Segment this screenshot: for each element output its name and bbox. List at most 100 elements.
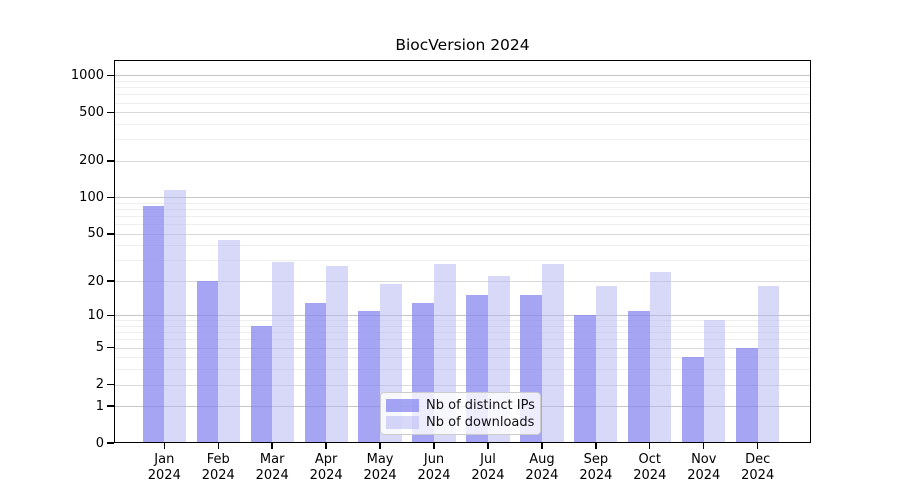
y-tick-1000 bbox=[107, 74, 114, 77]
y-tick-label-0: 0 bbox=[95, 435, 104, 451]
y-tick-5 bbox=[107, 346, 114, 349]
x-tick-label-nov: Nov 2024 bbox=[687, 452, 721, 483]
bar-nb-of-distinct-ips-oct bbox=[628, 310, 650, 443]
gridline-minor-300 bbox=[114, 139, 811, 141]
y-tick-label-500: 500 bbox=[79, 104, 104, 120]
x-tick-jan bbox=[163, 443, 165, 449]
y-tick-0 bbox=[107, 442, 114, 444]
y-tick-label-5: 5 bbox=[95, 340, 104, 356]
gridline-minor-70 bbox=[114, 216, 811, 218]
plot-area bbox=[114, 60, 811, 443]
gridline-major-200 bbox=[114, 160, 811, 162]
y-tick-500 bbox=[107, 111, 114, 113]
bar-nb-of-distinct-ips-apr bbox=[304, 302, 327, 443]
x-tick-feb bbox=[217, 443, 219, 449]
gridline-minor-60 bbox=[114, 224, 811, 226]
bar-nb-of-downloads-jan bbox=[164, 190, 186, 443]
bar-nb-of-distinct-ips-feb bbox=[196, 281, 219, 443]
legend-entry-distinct-ips: Nb of distinct IPs bbox=[386, 398, 535, 413]
gridline-minor-600 bbox=[114, 102, 811, 104]
x-tick-mar bbox=[271, 443, 273, 449]
y-tick-label-1000: 1000 bbox=[70, 67, 104, 83]
bar-nb-of-downloads-sep bbox=[595, 286, 618, 443]
x-tick-label-jan: Jan 2024 bbox=[147, 452, 181, 483]
x-tick-label-feb: Feb 2024 bbox=[201, 452, 235, 483]
y-tick-label-100: 100 bbox=[79, 189, 104, 205]
gridline-major-decade-100 bbox=[114, 197, 811, 199]
bar-nb-of-distinct-ips-mar bbox=[250, 326, 273, 443]
legend-label-distinct-ips: Nb of distinct IPs bbox=[426, 398, 535, 413]
y-tick-200 bbox=[107, 160, 114, 162]
x-tick-may bbox=[379, 443, 381, 449]
bar-nb-of-distinct-ips-nov bbox=[682, 357, 704, 443]
x-tick-label-dec: Dec 2024 bbox=[741, 452, 775, 483]
bar-nb-of-downloads-oct bbox=[649, 271, 672, 443]
bar-nb-of-distinct-ips-jan bbox=[142, 206, 165, 443]
x-tick-label-aug: Aug 2024 bbox=[525, 452, 559, 483]
bar-nb-of-distinct-ips-sep bbox=[574, 315, 596, 443]
y-tick-label-20: 20 bbox=[87, 273, 104, 289]
x-tick-oct bbox=[649, 443, 651, 449]
gridline-minor-3 bbox=[114, 369, 811, 371]
y-tick-100 bbox=[107, 196, 114, 199]
gridline-minor-80 bbox=[114, 209, 811, 211]
gridline-minor-30 bbox=[114, 260, 811, 262]
y-tick-label-200: 200 bbox=[79, 153, 104, 169]
x-tick-jul bbox=[487, 443, 489, 449]
y-tick-label-2: 2 bbox=[95, 377, 104, 393]
x-tick-label-mar: Mar 2024 bbox=[255, 452, 289, 483]
bar-nb-of-downloads-feb bbox=[218, 240, 240, 443]
y-tick-20 bbox=[107, 280, 114, 282]
gridline-minor-900 bbox=[114, 81, 811, 83]
x-tick-label-apr: Apr 2024 bbox=[309, 452, 343, 483]
x-tick-label-may: May 2024 bbox=[363, 452, 397, 483]
x-tick-nov bbox=[703, 443, 705, 449]
legend-swatch-downloads bbox=[386, 416, 419, 429]
y-tick-50 bbox=[107, 233, 114, 235]
x-tick-dec bbox=[756, 443, 759, 449]
x-tick-label-oct: Oct 2024 bbox=[633, 452, 667, 483]
x-tick-apr bbox=[325, 443, 327, 449]
legend-label-downloads: Nb of downloads bbox=[426, 415, 535, 430]
legend: Nb of distinct IPs Nb of downloads bbox=[380, 392, 541, 435]
gridline-minor-800 bbox=[114, 87, 811, 89]
gridline-major-500 bbox=[114, 112, 811, 114]
x-tick-label-sep: Sep 2024 bbox=[579, 452, 613, 483]
y-tick-2 bbox=[107, 383, 114, 386]
gridline-major-decade-10 bbox=[114, 315, 811, 317]
y-tick-label-1: 1 bbox=[95, 398, 104, 414]
legend-swatch-distinct-ips bbox=[386, 399, 419, 412]
bar-nb-of-distinct-ips-dec bbox=[736, 347, 758, 443]
gridline-minor-4 bbox=[114, 357, 811, 359]
gridline-major-5 bbox=[114, 347, 811, 349]
bar-nb-of-downloads-apr bbox=[326, 265, 348, 443]
gridline-major-20 bbox=[114, 281, 811, 283]
y-tick-10 bbox=[107, 314, 114, 317]
x-tick-jun bbox=[433, 443, 435, 449]
bar-nb-of-downloads-mar bbox=[272, 262, 294, 443]
gridline-minor-40 bbox=[114, 245, 811, 247]
x-tick-sep bbox=[595, 443, 597, 449]
gridline-major-50 bbox=[114, 233, 811, 235]
y-tick-label-50: 50 bbox=[87, 226, 104, 242]
bar-nb-of-downloads-dec bbox=[757, 286, 780, 443]
gridline-minor-7 bbox=[114, 332, 811, 334]
gridline-minor-400 bbox=[114, 124, 811, 126]
y-tick-label-10: 10 bbox=[87, 307, 104, 323]
y-tick-1 bbox=[107, 405, 114, 407]
x-tick-label-jun: Jun 2024 bbox=[417, 452, 451, 483]
x-tick-label-jul: Jul 2024 bbox=[471, 452, 505, 483]
legend-entry-downloads: Nb of downloads bbox=[386, 415, 534, 430]
x-tick-aug bbox=[541, 443, 543, 449]
gridline-minor-90 bbox=[114, 203, 811, 204]
gridline-major-decade-1000 bbox=[114, 75, 811, 77]
gridline-minor-8 bbox=[114, 326, 811, 328]
gridline-minor-9 bbox=[114, 320, 811, 322]
gridline-minor-700 bbox=[114, 94, 811, 96]
gridline-major-2 bbox=[114, 384, 811, 386]
bar-nb-of-distinct-ips-may bbox=[358, 310, 381, 443]
bar-nb-of-downloads-aug bbox=[541, 263, 564, 443]
bar-nb-of-downloads-nov bbox=[703, 320, 726, 443]
chart-title: BiocVersion 2024 bbox=[395, 36, 530, 54]
